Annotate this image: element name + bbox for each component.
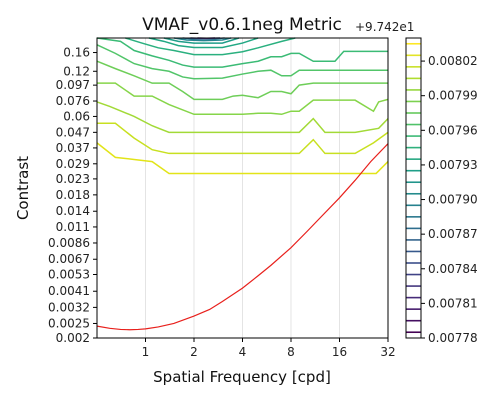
colorbar: 0.00778 0.00781 0.00784 0.00787 0.00790 0.007… (405, 37, 478, 345)
colorbar-tick-label: 0.00793 (428, 158, 478, 172)
y-tick-label: 0.0053 (48, 268, 90, 282)
y-tick-label: 0.0086 (48, 236, 90, 250)
contour-line (96, 37, 388, 68)
y-tick-label: 0.011 (56, 220, 90, 234)
y-tick-label: 0.076 (56, 94, 90, 108)
colorbar-tick-label: 0.00790 (428, 193, 478, 207)
x-tick-label: 2 (190, 345, 198, 359)
contour-lines (96, 37, 389, 175)
y-tick-label: 0.029 (56, 157, 90, 171)
chart-title: VMAF_v0.6.1neg Metric (142, 15, 342, 35)
contour-line (125, 37, 296, 56)
x-axis-label: Spatial Frequency [cpd] (153, 368, 331, 386)
contour-line (97, 122, 389, 155)
plot-area (96, 37, 389, 339)
x-tick-label: 1 (142, 345, 150, 359)
colorbar-tick-label: 0.00784 (428, 262, 478, 276)
series-line (96, 143, 389, 331)
x-tick-label: 16 (332, 345, 347, 359)
y-tick-label: 0.097 (56, 78, 90, 92)
contour-line (97, 82, 389, 116)
y-tick-label: 0.037 (56, 141, 90, 155)
colorbar-frame (405, 37, 422, 339)
colorbar-tick-label: 0.00787 (428, 227, 478, 241)
y-tick-label: 0.16 (63, 46, 90, 60)
x-tick-label: 32 (380, 345, 395, 359)
contour-line (148, 37, 259, 49)
contour-line (96, 44, 388, 80)
contour-line (173, 37, 232, 42)
colorbar-tick-label: 0.00778 (428, 331, 478, 345)
colorbar-tick-label: 0.00802 (428, 54, 478, 68)
x-axis: 1 2 4 8 16 32 (142, 338, 396, 359)
y-tick-label: 0.0032 (48, 300, 90, 314)
y-tick-label: 0.023 (56, 172, 90, 186)
y-tick-label: 0.002 (56, 331, 90, 345)
y-tick-label: 0.0067 (48, 252, 90, 266)
contour-line (96, 101, 389, 134)
series-lines (96, 143, 389, 331)
y-tick-label: 0.12 (63, 64, 90, 78)
colorbar-tick-label: 0.00796 (428, 123, 478, 137)
y-tick-label: 0.06 (63, 109, 90, 123)
colorbar-tick-label: 0.00799 (428, 89, 478, 103)
colorbar-offset-label: +9.742e1 (355, 20, 414, 34)
y-tick-label: 0.018 (56, 188, 90, 202)
colorbar-tick-label: 0.00781 (428, 296, 478, 310)
contour-line (96, 142, 389, 175)
x-tick-label: 8 (287, 345, 295, 359)
y-tick-label: 0.0041 (48, 284, 90, 298)
contour-line (163, 37, 240, 44)
y-tick-label: 0.047 (56, 125, 90, 139)
y-tick-label: 0.0025 (48, 316, 90, 330)
y-tick-label: 0.014 (56, 204, 90, 218)
x-tick-label: 4 (239, 345, 247, 359)
y-axis-label: Contrast (14, 156, 32, 220)
contour-line (96, 60, 388, 101)
